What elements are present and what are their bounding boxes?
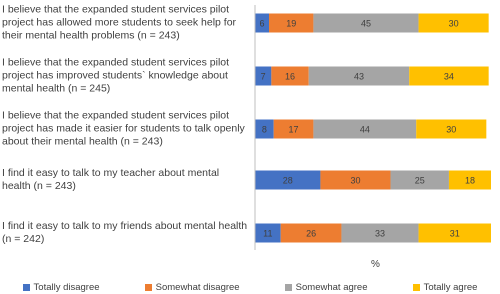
- bar-segment: [448, 170, 491, 190]
- data-label: 18: [465, 175, 475, 185]
- legend-swatch: [144, 284, 152, 291]
- bar-segment: [269, 13, 314, 33]
- data-label: 33: [375, 228, 385, 238]
- data-label: 19: [286, 18, 296, 28]
- bar-segment: [313, 119, 417, 139]
- category-label: I believe that the expanded student serv…: [2, 3, 237, 42]
- data-label: 45: [361, 18, 371, 28]
- data-label: 30: [446, 124, 456, 134]
- bar-segment: [255, 170, 321, 190]
- bar-segment: [280, 223, 342, 243]
- data-label: 16: [285, 71, 295, 81]
- legend-item: Totally agree: [412, 282, 478, 293]
- bar-segment: [418, 13, 489, 33]
- legend-item: Somewhat disagree: [144, 282, 240, 293]
- bar-segment: [255, 66, 272, 86]
- legend-swatch: [412, 284, 420, 291]
- bar-segment: [418, 223, 491, 243]
- bar-segment: [390, 170, 449, 190]
- data-label: 8: [262, 124, 267, 134]
- bar-segment: [320, 170, 391, 190]
- data-label: 7: [261, 71, 266, 81]
- data-label: 30: [449, 18, 459, 28]
- legend-swatch: [284, 284, 292, 291]
- bar-segment: [255, 223, 281, 243]
- data-label: 28: [283, 175, 293, 185]
- legend-label: Somewhat agree: [295, 282, 368, 293]
- legend: Totally disagree Somewhat disagree Somewha…: [0, 282, 500, 293]
- x-axis-label: %: [371, 259, 380, 270]
- bar-segment: [416, 119, 487, 139]
- bar-segment: [255, 13, 270, 33]
- bar-segment: [308, 66, 410, 86]
- data-label: 31: [450, 228, 460, 238]
- category-label: I believe that the expanded student serv…: [2, 56, 230, 95]
- bar-segment: [313, 13, 419, 33]
- data-label: 44: [360, 124, 370, 134]
- data-label: 17: [289, 124, 299, 134]
- bar-segment: [271, 66, 309, 86]
- legend-label: Somewhat disagree: [155, 282, 240, 293]
- data-label: 11: [263, 228, 272, 238]
- bar-segment: [341, 223, 419, 243]
- data-label: 30: [350, 175, 360, 185]
- legend-swatch: [22, 284, 30, 291]
- data-label: 34: [444, 71, 454, 81]
- legend-label: Totally disagree: [33, 282, 100, 293]
- legend-label: Totally agree: [423, 282, 478, 293]
- data-label: 25: [415, 175, 425, 185]
- legend-item: Totally disagree: [22, 282, 100, 293]
- legend-item: Somewhat agree: [284, 282, 368, 293]
- bar-segment: [273, 119, 314, 139]
- category-label: I find it easy to talk to my friends abo…: [2, 220, 248, 245]
- bar-segment: [409, 66, 489, 86]
- category-label: I believe that the expanded student serv…: [2, 109, 245, 148]
- bar-segment: [255, 119, 274, 139]
- category-label: I find it easy to talk to my teacher abo…: [2, 167, 220, 192]
- data-label: 43: [354, 71, 364, 81]
- data-label: 26: [306, 228, 316, 238]
- data-label: 6: [260, 18, 265, 28]
